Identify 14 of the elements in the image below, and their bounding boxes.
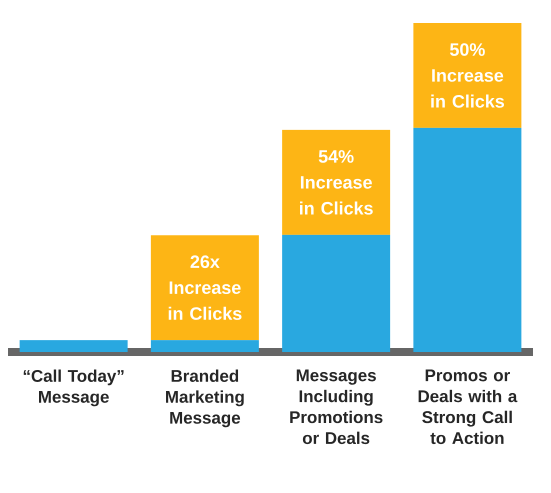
- x-tick-label: Promos or Deals with a Strong Call to Action: [418, 370, 518, 444]
- bar: [20, 340, 128, 352]
- bar: [150, 340, 259, 352]
- bar: [150, 235, 259, 340]
- x-tick-label: Branded Marketing Message: [166, 370, 244, 428]
- x-tick-label: Messages Including Promotions or Deals: [290, 370, 382, 444]
- annotation: 26x Increase in Clicks: [168, 255, 242, 320]
- annotation: 54% Increase in Clicks: [300, 150, 373, 215]
- annotation: 50% Increase in Clicks: [431, 43, 504, 108]
- bar: [413, 128, 522, 352]
- bar: [282, 130, 390, 235]
- bar: [282, 234, 390, 352]
- x-tick-label: “Call Today” Message: [24, 370, 124, 406]
- bar: [413, 22, 522, 128]
